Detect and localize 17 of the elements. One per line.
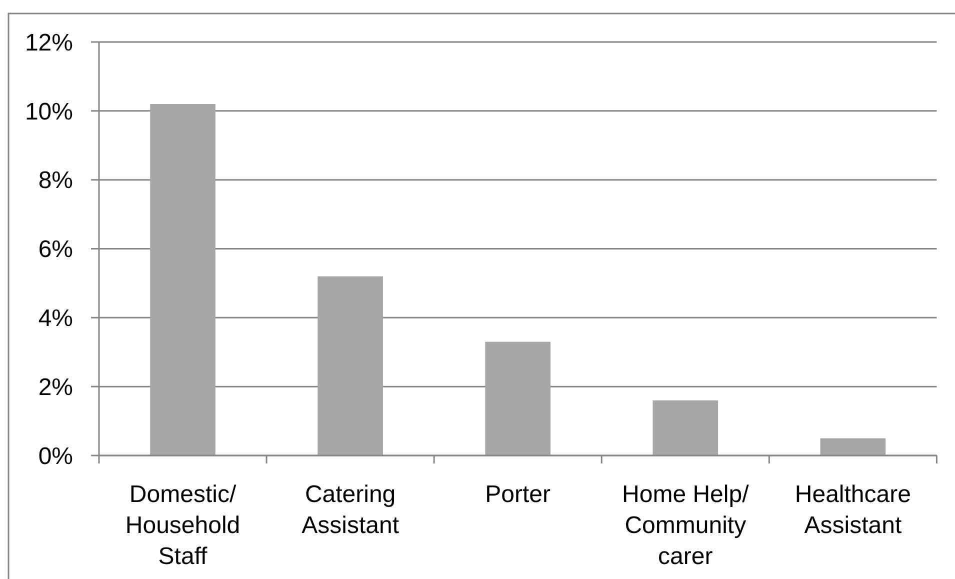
x-tick-label: Home Help/ Community carer	[622, 481, 750, 570]
x-tick-label: Catering Assistant	[302, 481, 400, 539]
y-tick-label: 4%	[38, 305, 73, 332]
x-tick-label: Domestic/ Household Staff	[125, 481, 240, 570]
y-tick-label: 8%	[38, 167, 73, 194]
y-tick-label: 0%	[38, 442, 73, 470]
bar	[485, 342, 551, 456]
x-tick-label: Healthcare Assistant	[794, 481, 911, 539]
y-tick-label: 6%	[38, 236, 73, 264]
bar	[318, 276, 383, 456]
y-tick-label: 2%	[38, 374, 73, 401]
y-tick-label: 10%	[24, 98, 73, 126]
bar	[820, 438, 886, 456]
bar	[150, 104, 216, 456]
x-tick-label: Porter	[485, 481, 551, 508]
y-tick-label: 12%	[24, 29, 73, 56]
bar	[652, 400, 718, 456]
